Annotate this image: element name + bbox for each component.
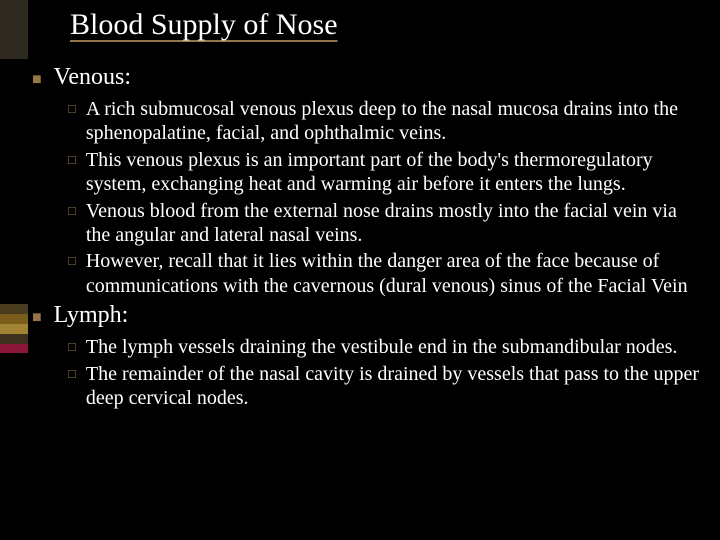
slide-title: Blood Supply of Nose bbox=[70, 8, 338, 42]
stripe bbox=[0, 353, 28, 540]
bullet-icon: ■ bbox=[32, 71, 42, 89]
sub-list: □ A rich submucosal venous plexus deep to… bbox=[68, 97, 702, 298]
stripe bbox=[0, 344, 28, 354]
section-title: Lymph: bbox=[54, 302, 129, 329]
stripe bbox=[0, 304, 28, 314]
sub-list: □ The lymph vessels draining the vestibul… bbox=[68, 335, 702, 410]
stripe bbox=[0, 0, 28, 59]
list-item: □ However, recall that it lies within the… bbox=[68, 249, 702, 298]
stripe bbox=[0, 314, 28, 324]
sub-bullet-icon: □ bbox=[68, 101, 76, 116]
sub-bullet-icon: □ bbox=[68, 339, 76, 354]
sub-bullet-icon: □ bbox=[68, 253, 76, 268]
list-item-text: The lymph vessels draining the vestibule… bbox=[86, 335, 678, 359]
section-title: Venous: bbox=[54, 64, 131, 91]
list-item: □ Venous blood from the external nose dra… bbox=[68, 199, 702, 248]
sub-bullet-icon: □ bbox=[68, 152, 76, 167]
list-item-text: Venous blood from the external nose drai… bbox=[86, 199, 702, 248]
list-item: □ The lymph vessels draining the vestibul… bbox=[68, 335, 702, 359]
list-item-text: However, recall that it lies within the … bbox=[86, 249, 702, 298]
bullet-icon: ■ bbox=[32, 309, 42, 327]
list-item: □ A rich submucosal venous plexus deep to… bbox=[68, 97, 702, 146]
stripe bbox=[0, 334, 28, 344]
section-header: ■ Lymph: bbox=[32, 302, 702, 329]
left-accent-stripes bbox=[0, 0, 28, 540]
sub-bullet-icon: □ bbox=[68, 366, 76, 381]
stripe bbox=[0, 324, 28, 334]
list-item: □ This venous plexus is an important part… bbox=[68, 148, 702, 197]
list-item-text: The remainder of the nasal cavity is dra… bbox=[86, 362, 702, 411]
stripe bbox=[0, 59, 28, 304]
list-item: □ The remainder of the nasal cavity is dr… bbox=[68, 362, 702, 411]
list-item-text: A rich submucosal venous plexus deep to … bbox=[86, 97, 702, 146]
list-item-text: This venous plexus is an important part … bbox=[86, 148, 702, 197]
sub-bullet-icon: □ bbox=[68, 203, 76, 218]
section-header: ■ Venous: bbox=[32, 64, 702, 91]
content-area: ■ Venous: □ A rich submucosal venous plexus… bbox=[32, 60, 702, 412]
